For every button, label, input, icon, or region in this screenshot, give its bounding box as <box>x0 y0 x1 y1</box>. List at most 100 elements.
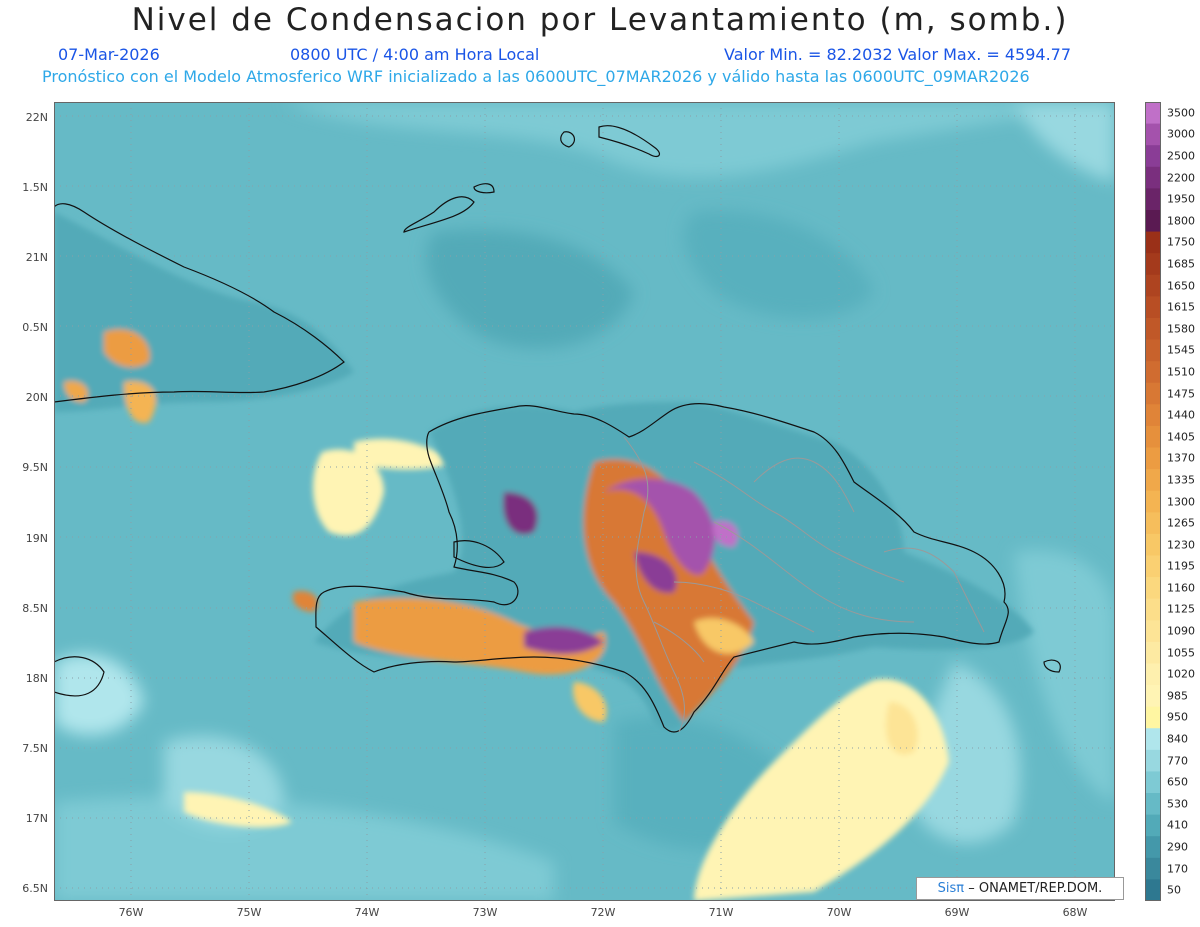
lat-label-18-5n: 8.5N <box>22 602 48 615</box>
color-scale-swatch <box>1145 145 1161 168</box>
lat-label-22n: 22N <box>25 111 48 124</box>
lon-label-72w: 72W <box>590 906 616 919</box>
credit-brand: Sisπ <box>937 881 965 896</box>
color-scale-label: 950 <box>1167 710 1188 724</box>
color-scale-label: 1650 <box>1167 279 1195 293</box>
lat-label-19n: 19N <box>25 532 48 545</box>
credit-text: – ONAMET/REP.DOM. <box>968 881 1103 896</box>
color-scale-label: 3500 <box>1167 106 1195 120</box>
color-scale-swatch <box>1145 188 1161 211</box>
color-scale-label: 985 <box>1167 689 1188 703</box>
color-scale-label: 1370 <box>1167 451 1195 465</box>
color-scale-swatch <box>1145 166 1161 189</box>
lcl-map <box>54 102 1115 901</box>
color-scale-swatch <box>1145 209 1161 233</box>
color-scale-label: 290 <box>1167 840 1188 854</box>
lat-label-20n: 20N <box>25 391 48 404</box>
color-scale-bar <box>1145 102 1161 901</box>
color-scale-swatch <box>1145 577 1161 600</box>
color-scale-label: 1440 <box>1167 408 1195 422</box>
color-scale-label: 840 <box>1167 732 1188 746</box>
color-scale-label: 1800 <box>1167 214 1195 228</box>
color-scale-label: 650 <box>1167 775 1188 789</box>
color-scale-label: 1300 <box>1167 495 1195 508</box>
color-scale-label: 2500 <box>1167 149 1195 163</box>
lat-label-21-5n: 1.5N <box>22 181 48 194</box>
cuba-land <box>54 212 354 423</box>
lon-label-75w: 75W <box>236 906 262 919</box>
color-scale-label: 410 <box>1167 818 1188 832</box>
color-scale-swatch <box>1145 361 1161 384</box>
color-scale-label: 1510 <box>1167 365 1195 379</box>
color-scale-label: 2200 <box>1167 171 1195 185</box>
value-min-max: Valor Min. = 82.2032 Valor Max. = 4594.7… <box>724 45 1072 64</box>
color-scale-label: 1475 <box>1167 387 1195 401</box>
lat-label-20-5n: 0.5N <box>22 321 48 334</box>
lon-label-69w: 69W <box>944 906 970 919</box>
color-scale-swatch <box>1145 793 1161 816</box>
color-scale-swatch <box>1145 879 1161 901</box>
lcl-low-areas <box>184 438 949 901</box>
lon-label-68w: 68W <box>1062 906 1088 919</box>
color-scale-swatch <box>1145 749 1161 772</box>
lon-label-73w: 73W <box>472 906 498 919</box>
color-scale-swatch <box>1145 620 1161 643</box>
color-scale-swatch <box>1145 490 1161 513</box>
hispaniola-land <box>292 402 1034 730</box>
color-scale-swatch <box>1145 641 1161 664</box>
color-scale-label: 3000 <box>1167 127 1195 141</box>
color-scale-swatch <box>1145 274 1161 297</box>
lat-label-21n: 21N <box>25 251 48 264</box>
color-scale-label: 1405 <box>1167 430 1195 444</box>
forecast-time: 0800 UTC / 4:00 am Hora Local <box>290 45 540 64</box>
lat-label-19-5n: 9.5N <box>22 461 48 474</box>
color-scale-frame <box>1145 102 1161 901</box>
color-scale-label: 50 <box>1167 883 1181 897</box>
coastlines <box>54 125 1061 733</box>
map-frame <box>54 102 1115 901</box>
color-scale-swatch <box>1145 685 1161 708</box>
lat-label-17-5n: 7.5N <box>22 742 48 755</box>
lon-label-71w: 71W <box>708 906 734 919</box>
color-scale-label: 1265 <box>1167 516 1195 530</box>
color-scale-swatch <box>1145 253 1161 276</box>
color-scale-swatch <box>1145 512 1161 535</box>
map-title: Nivel de Condensacion por Levantamiento … <box>131 2 1069 38</box>
color-scale-label: 1685 <box>1167 257 1195 271</box>
color-scale-label: 1615 <box>1167 300 1195 314</box>
lon-label-74w: 74W <box>354 906 380 919</box>
color-scale-swatch <box>1145 382 1161 405</box>
lon-label-76w: 76W <box>118 906 144 919</box>
color-scale-label: 1335 <box>1167 473 1195 487</box>
color-scale-swatch <box>1145 728 1161 751</box>
model-description: Pronóstico con el Modelo Atmosferico WRF… <box>42 67 1030 86</box>
color-scale-label: 530 <box>1167 797 1188 811</box>
color-scale-label: 1545 <box>1167 343 1195 357</box>
color-scale-swatch <box>1145 598 1161 621</box>
color-scale-swatch <box>1145 339 1161 362</box>
color-scale-swatch <box>1145 706 1161 729</box>
color-scale-swatch <box>1145 814 1161 837</box>
color-scale-label: 1020 <box>1167 667 1195 681</box>
color-scale-label: 1055 <box>1167 646 1195 660</box>
lat-label-16-5n: 6.5N <box>22 882 48 895</box>
color-scale-swatch <box>1145 469 1161 492</box>
color-scale-label: 1160 <box>1167 581 1195 595</box>
color-scale-swatch <box>1145 447 1161 470</box>
color-scale-swatch <box>1145 102 1161 125</box>
color-scale-swatch <box>1145 533 1161 556</box>
color-scale-label: 1195 <box>1167 559 1195 573</box>
color-scale-label: 770 <box>1167 754 1188 768</box>
color-scale-swatch <box>1145 857 1161 880</box>
color-scale-swatch <box>1145 425 1161 449</box>
color-scale-label: 1090 <box>1167 624 1195 638</box>
color-scale-swatch <box>1145 404 1161 427</box>
color-scale-swatch <box>1145 771 1161 794</box>
color-scale-swatch <box>1145 663 1161 686</box>
lat-label-17n: 17N <box>25 812 48 825</box>
color-scale-swatch <box>1145 555 1161 578</box>
credit-box: Sisπ – ONAMET/REP.DOM. <box>916 877 1124 900</box>
color-scale-label: 1950 <box>1167 192 1195 206</box>
color-scale-label: 1125 <box>1167 602 1195 616</box>
forecast-date: 07-Mar-2026 <box>58 45 160 64</box>
